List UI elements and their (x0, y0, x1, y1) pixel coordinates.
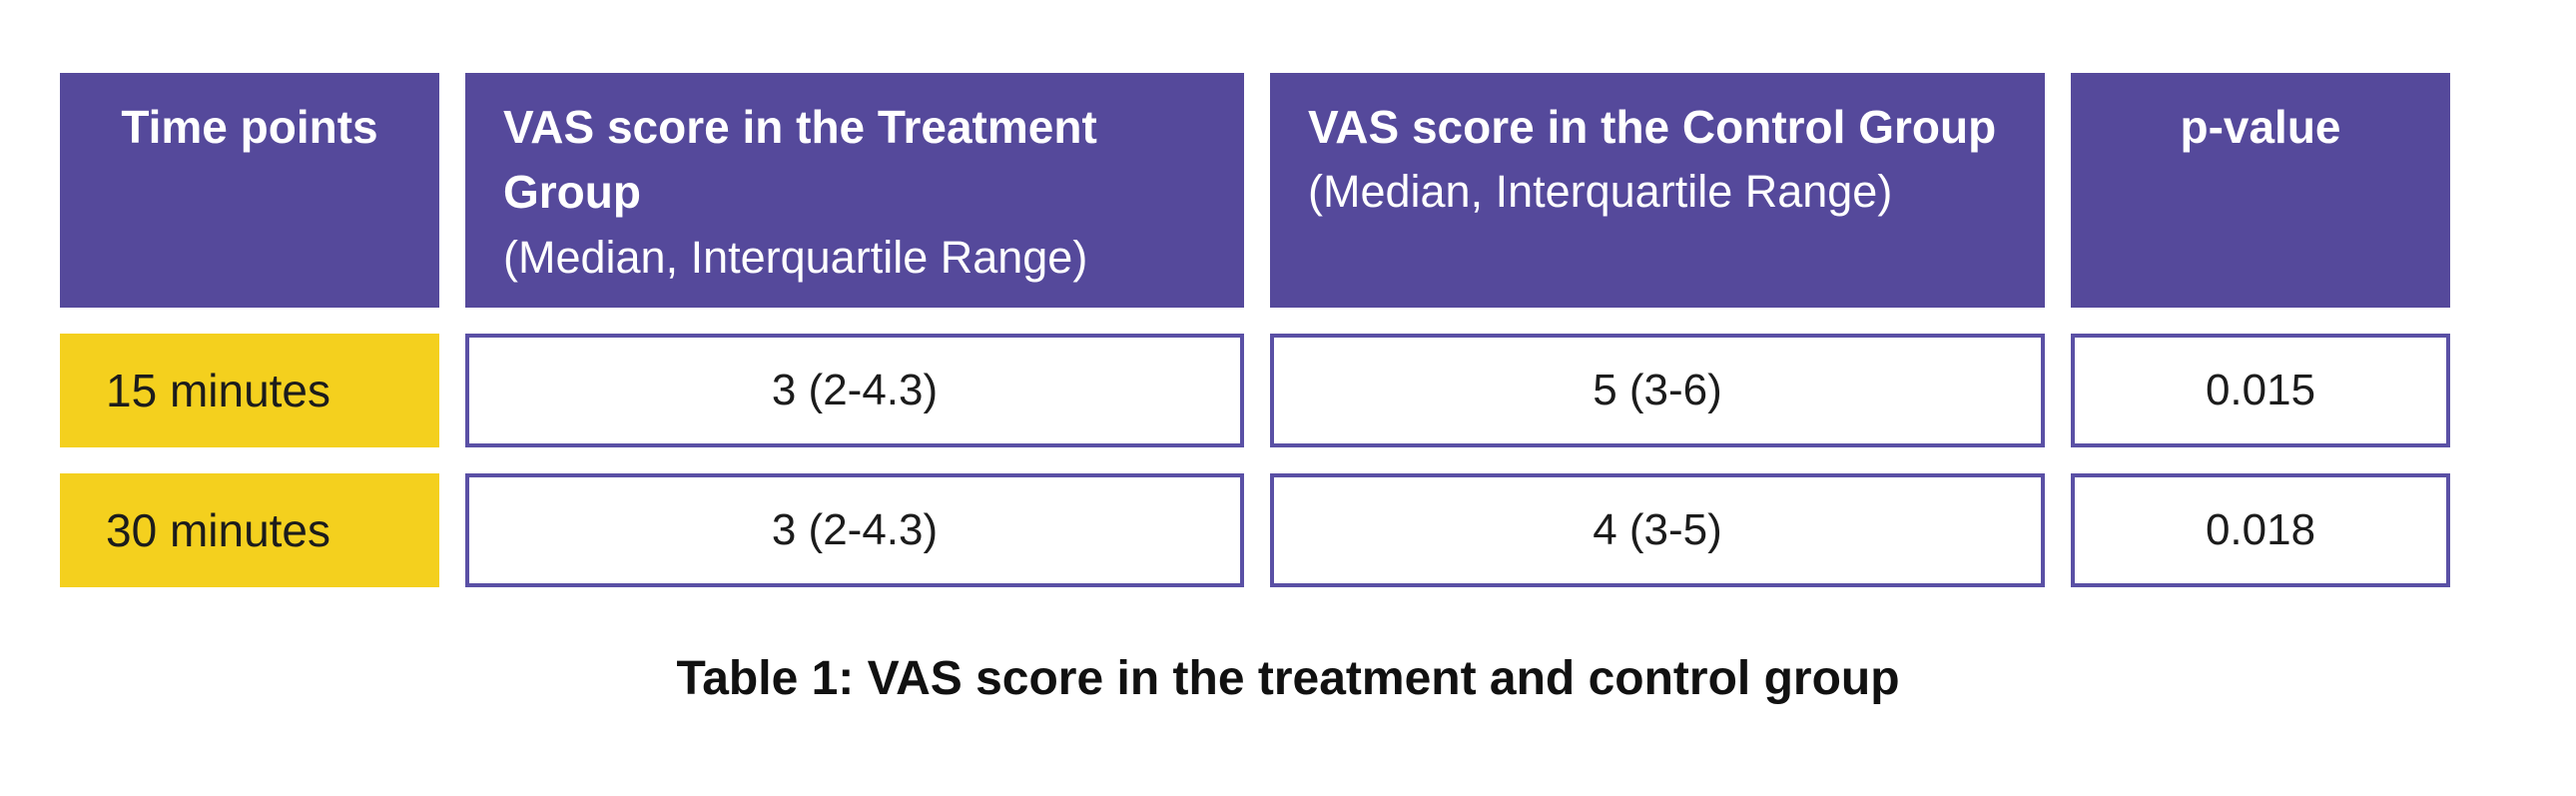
header-label-p-value: p-value (2180, 101, 2341, 153)
header-cell-time-points: Time points (60, 73, 439, 308)
vas-score-table: Time points VAS score in the Treatment G… (60, 73, 2450, 587)
header-title-control-group: VAS score in the Control Group (1308, 101, 1997, 153)
row-2-p-value: 0.018 (2205, 505, 2316, 554)
header-cell-treatment-group: VAS score in the Treatment Group (Median… (465, 73, 1244, 308)
row-1-treatment-value: 3 (2-4.3) (771, 366, 939, 414)
row-1-control-value: 5 (3-6) (1593, 366, 1722, 414)
header-title-treatment-group: VAS score in the Treatment Group (503, 101, 1097, 219)
row-1-p-value: 0.015 (2205, 366, 2316, 414)
table-row-2-p-value-cell: 0.018 (2071, 473, 2450, 587)
header-subtitle-control-group: (Median, Interquartile Range) (1308, 166, 1893, 218)
header-cell-p-value: p-value (2071, 73, 2450, 308)
table-row-1-control-cell: 5 (3-6) (1270, 334, 2045, 447)
table-row-1-treatment-cell: 3 (2-4.3) (465, 334, 1244, 447)
header-cell-control-group: VAS score in the Control Group (Median, … (1270, 73, 2045, 308)
table-row-2-time-cell: 30 minutes (60, 473, 439, 587)
table-row-1-p-value-cell: 0.015 (2071, 334, 2450, 447)
header-subtitle-treatment-group: (Median, Interquartile Range) (503, 231, 1088, 283)
table-row-2-control-cell: 4 (3-5) (1270, 473, 2045, 587)
row-1-time-label: 15 minutes (106, 365, 331, 416)
header-label-time-points: Time points (121, 101, 378, 153)
row-2-treatment-value: 3 (2-4.3) (771, 505, 939, 554)
table-caption: Table 1: VAS score in the treatment and … (676, 652, 1900, 705)
table-row-1-time-cell: 15 minutes (60, 334, 439, 447)
row-2-control-value: 4 (3-5) (1593, 505, 1722, 554)
table-row-2-treatment-cell: 3 (2-4.3) (465, 473, 1244, 587)
row-2-time-label: 30 minutes (106, 504, 331, 556)
